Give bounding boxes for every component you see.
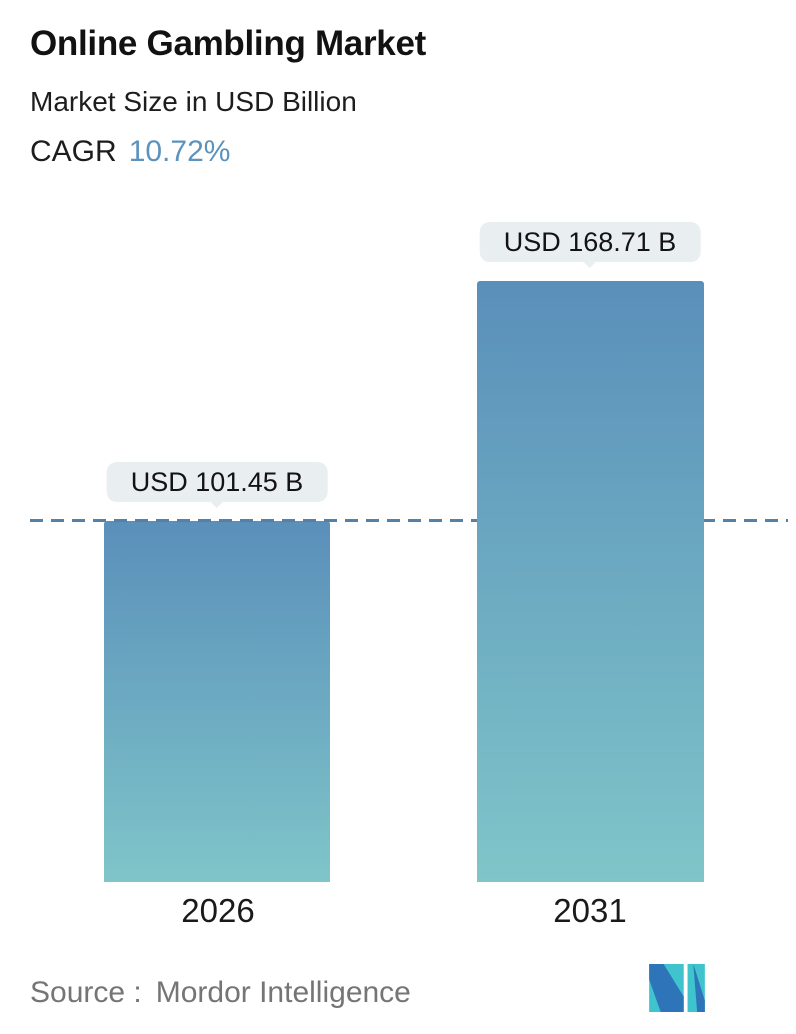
cagr-row: CAGR 10.72% [30, 135, 230, 169]
source-name: Mordor Intelligence [155, 976, 411, 1009]
logo-right-diagonal [693, 964, 705, 1012]
logo-left-diagonal [649, 964, 684, 1012]
x-axis-label-2026: 2026 [181, 892, 255, 929]
reference-dashed-line [30, 519, 788, 522]
cagr-value: 10.72% [128, 135, 231, 168]
x-axis-label-2031: 2031 [553, 892, 627, 929]
value-label-2031: USD 168.71 B [503, 227, 677, 257]
cagr-label: CAGR [30, 135, 117, 168]
chart-subtitle: Market Size in USD Billion [30, 86, 357, 117]
source-label: Source : [30, 976, 142, 1009]
source-row: Source : Mordor Intelligence [30, 976, 411, 1010]
value-label-bubble-2026: USD 101.45 B [106, 462, 328, 502]
value-label-bubble-2031: USD 168.71 B [479, 222, 701, 262]
bar-2031 [477, 281, 704, 882]
mordor-intelligence-logo [649, 964, 705, 1012]
bar-2026 [104, 521, 330, 882]
page-title: Online Gambling Market [30, 24, 426, 63]
value-label-2026: USD 101.45 B [130, 467, 304, 497]
